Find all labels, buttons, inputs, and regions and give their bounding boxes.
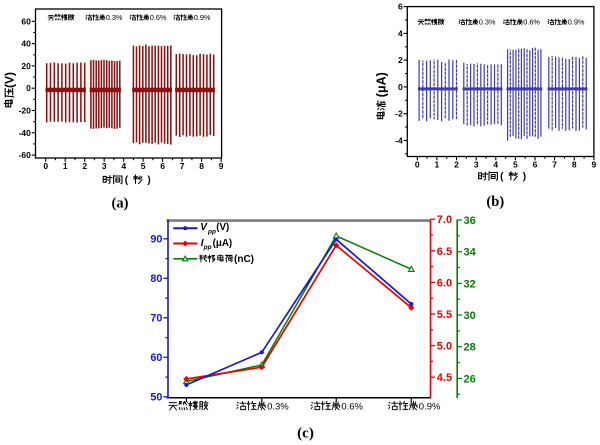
svg-text:0: 0 <box>26 83 31 93</box>
svg-text:1: 1 <box>435 160 440 170</box>
svg-text:6: 6 <box>160 161 165 171</box>
svg-text:I: I <box>201 238 204 249</box>
svg-text:0.3%: 0.3% <box>106 13 123 22</box>
svg-text:-60: -60 <box>19 150 32 160</box>
svg-text:): ) <box>147 175 150 186</box>
svg-text:): ) <box>523 172 526 183</box>
svg-text:9: 9 <box>592 160 597 170</box>
svg-text:(: ( <box>500 172 504 183</box>
svg-text:(μA): (μA) <box>213 238 233 249</box>
svg-text:60: 60 <box>150 352 162 364</box>
svg-text:5: 5 <box>141 161 146 171</box>
svg-text:1: 1 <box>63 161 68 171</box>
svg-text:0.9%: 0.9% <box>568 18 585 27</box>
svg-text:(b): (b) <box>486 194 504 210</box>
svg-text:6.0: 6.0 <box>437 277 452 289</box>
svg-text:5: 5 <box>513 160 518 170</box>
svg-text:50: 50 <box>150 392 162 404</box>
svg-text:0.6%: 0.6% <box>150 13 167 22</box>
svg-text:28: 28 <box>464 342 476 354</box>
svg-text:34: 34 <box>464 247 477 259</box>
svg-text:4: 4 <box>493 160 498 170</box>
svg-text:(V): (V) <box>216 222 229 233</box>
svg-text:60: 60 <box>21 16 31 26</box>
svg-text:70: 70 <box>150 313 162 325</box>
svg-text:(c): (c) <box>297 425 314 441</box>
svg-text:0.3%: 0.3% <box>479 18 496 27</box>
svg-text:V: V <box>200 222 208 233</box>
svg-text:8: 8 <box>572 160 577 170</box>
svg-text:6: 6 <box>398 2 403 12</box>
svg-text:80: 80 <box>150 273 162 285</box>
svg-text:40: 40 <box>21 39 31 49</box>
svg-text:3: 3 <box>474 160 479 170</box>
svg-text:0: 0 <box>415 160 420 170</box>
svg-text:30: 30 <box>464 310 476 322</box>
svg-text:9: 9 <box>219 161 224 171</box>
svg-text:(: ( <box>125 175 129 186</box>
svg-text:4.5: 4.5 <box>437 372 452 384</box>
svg-text:2: 2 <box>398 55 403 65</box>
svg-text:4: 4 <box>121 161 126 171</box>
svg-text:7.0: 7.0 <box>437 214 452 226</box>
svg-text:20: 20 <box>21 61 31 71</box>
svg-text:0.6%: 0.6% <box>523 18 540 27</box>
svg-text:8: 8 <box>199 161 204 171</box>
svg-text:3: 3 <box>102 161 107 171</box>
svg-text:0.9%: 0.9% <box>194 13 211 22</box>
svg-text:(V): (V) <box>2 72 16 88</box>
svg-text:36: 36 <box>464 215 476 227</box>
svg-text:(a): (a) <box>112 195 129 211</box>
svg-text:26: 26 <box>464 373 476 385</box>
svg-text:90: 90 <box>150 234 162 246</box>
svg-text:32: 32 <box>464 278 476 290</box>
svg-text:0.6%: 0.6% <box>341 401 363 412</box>
svg-text:6: 6 <box>533 160 538 170</box>
svg-text:0: 0 <box>43 161 48 171</box>
svg-text:7: 7 <box>180 161 185 171</box>
svg-text:7: 7 <box>552 160 557 170</box>
svg-text:5.5: 5.5 <box>437 309 452 321</box>
svg-text:-4: -4 <box>395 135 403 145</box>
svg-text:-40: -40 <box>19 128 32 138</box>
svg-text:-2: -2 <box>395 109 403 119</box>
svg-text:(μA): (μA) <box>374 72 388 97</box>
svg-text:0: 0 <box>398 82 403 92</box>
svg-text:(nC): (nC) <box>234 254 254 265</box>
svg-text:5.0: 5.0 <box>437 341 452 353</box>
svg-text:pp: pp <box>207 228 216 235</box>
svg-text:2: 2 <box>454 160 459 170</box>
svg-text:4: 4 <box>398 28 403 38</box>
svg-text:0.3%: 0.3% <box>267 401 289 412</box>
svg-text:0.9%: 0.9% <box>419 401 441 412</box>
svg-text:2: 2 <box>82 161 87 171</box>
svg-text:6.5: 6.5 <box>437 246 452 258</box>
svg-text:-20: -20 <box>19 106 32 116</box>
svg-text:pp: pp <box>203 244 212 251</box>
